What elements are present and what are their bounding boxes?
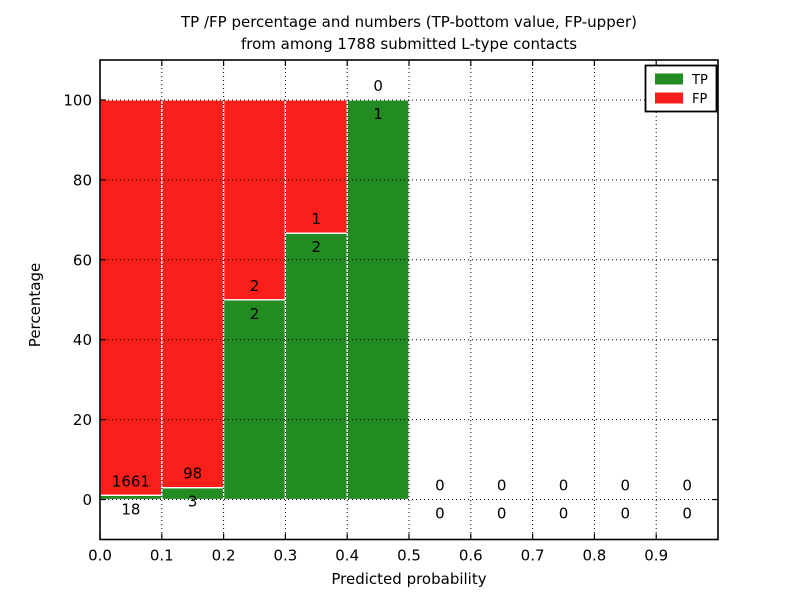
fp-count-label: 1 [312,210,322,228]
legend: TP FP [644,64,718,113]
y-tick-label: 40 [73,331,92,349]
x-tick-label: 0.5 [397,547,421,565]
tp-count-label: 3 [188,493,198,511]
fp-count-label: 0 [373,77,383,95]
fp-count-label: 0 [559,477,569,495]
tick-labels-layer: 0.0 0.1 0.2 0.3 0.4 0.5 0.6 0.7 0.8 0.90204060801… [63,91,668,564]
fp-count-label: 98 [183,465,202,483]
chart-title-line-2: from among 1788 submitted L-type contact… [241,35,577,53]
x-tick-label: 0.2 [212,547,236,565]
legend-swatch-fp [655,92,683,104]
x-tick-label: 0.6 [459,547,483,565]
y-tick-label: 60 [73,251,92,269]
bar-fp [99,99,163,496]
legend-box [644,64,718,113]
legend-swatch-tp [655,73,683,85]
fp-count-label: 0 [497,477,507,495]
bar-tp [284,232,348,501]
bar-tp [222,299,287,501]
bar-fp [222,99,287,301]
y-tick-label: 100 [63,91,92,109]
fp-count-label: 2 [250,277,260,295]
legend-label-fp: FP [692,92,707,107]
x-tick-label: 0.1 [150,547,174,565]
bars-layer [99,99,410,501]
x-tick-label: 0.4 [335,547,359,565]
y-tick-label: 20 [73,411,92,429]
bar-tp [346,99,410,501]
tp-count-label: 2 [250,305,260,323]
x-tick-label: 0.8 [582,547,606,565]
chart-title-line-1: TP /FP percentage and numbers (TP-bottom… [180,13,637,31]
grid-layer [99,60,718,540]
tp-count-label: 0 [497,505,507,523]
x-tick-label: 0.7 [521,547,545,565]
y-tick-label: 80 [73,171,92,189]
tp-count-label: 1 [373,105,383,123]
tp-count-label: 18 [121,500,140,518]
bar-fp [284,99,348,234]
fp-count-label: 0 [435,477,445,495]
fp-count-label: 1661 [112,472,150,490]
tp-count-label: 0 [559,505,569,523]
fp-count-label: 0 [682,477,692,495]
legend-label-tp: TP [691,73,708,88]
y-tick-label: 0 [82,491,92,509]
tp-count-label: 2 [312,238,322,256]
bar-fp [161,99,225,489]
tp-count-label: 0 [621,505,631,523]
y-axis-label: Percentage [26,263,44,347]
x-tick-label: 0.3 [273,547,297,565]
tp-count-label: 0 [682,505,692,523]
bar-value-labels-layer: 1661 18 98 3 2 2 1 2 0 1 0 0 0 0 0 0 0 0 0 0 [112,77,692,523]
tp-count-label: 0 [435,505,445,523]
axes-frame-layer [99,59,719,541]
fp-count-label: 0 [621,477,631,495]
x-tick-label: 0.0 [88,547,112,565]
x-tick-label: 0.9 [644,547,668,565]
x-axis-label: Predicted probability [331,570,486,588]
